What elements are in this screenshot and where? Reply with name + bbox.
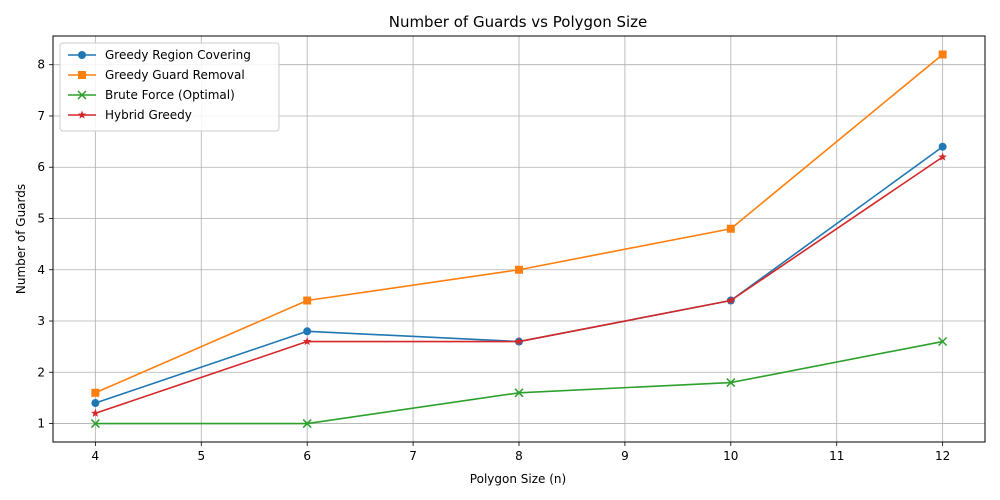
data-point [726,296,736,305]
marker-stroke [514,388,524,398]
y-tick-label: 1 [37,417,45,431]
marker-stroke [90,419,100,429]
legend-item: Greedy Region Covering [68,48,251,62]
data-point [938,336,948,347]
x-tick-label: 11 [829,449,844,463]
x-tick-label: 12 [935,449,950,463]
y-axis-title: Number of Guards [14,184,28,294]
data-point [514,337,524,346]
data-point [91,388,100,397]
data-point [726,378,736,388]
legend-marker [78,51,86,59]
marker-stroke [726,378,736,388]
chart-title: Number of Guards vs Polygon Size [389,13,648,31]
data-point [938,50,947,59]
legend-marker [77,90,87,100]
y-tick-label: 3 [37,314,45,328]
y-tick-label: 5 [37,211,45,225]
y-tick-label: 2 [37,365,45,379]
series-2 [91,50,947,397]
x-tick-label: 4 [92,449,100,463]
data-point [938,152,947,161]
data-point [515,265,523,274]
legend-label: Hybrid Greedy [105,108,192,122]
data-point [726,224,735,233]
data-point [91,399,100,408]
series-layer [90,50,948,429]
data-point [303,327,312,336]
legend-box [59,42,280,132]
data-point [303,296,312,305]
x-tick-label: 7 [409,449,417,463]
x-axis-ticks: 4 5 6 7 8 9 10 11 12 [92,442,950,463]
x-axis-title: Polygon Size (n) [470,472,566,486]
legend-label: Brute Force (Optimal) [105,88,235,102]
series-3 [90,336,948,429]
legend-label: Greedy Region Covering [105,48,251,62]
y-tick-label: 6 [37,160,45,174]
data-point [302,419,312,429]
x-tick-label: 9 [621,449,629,463]
legend-marker [78,71,86,79]
data-point [514,388,524,398]
data-point [90,419,100,429]
legend-marker [77,110,87,119]
x-tick-label: 10 [723,449,738,463]
marker-stroke [938,336,948,347]
y-tick-label: 4 [37,263,45,277]
y-axis-ticks: 1 2 3 4 5 6 7 8 [37,58,53,431]
x-tick-label: 5 [197,449,205,463]
legend: Greedy Region Covering Greedy Guard Remov… [59,42,280,132]
x-tick-label: 8 [515,449,523,463]
y-tick-label: 8 [37,58,45,72]
marker-stroke [302,419,312,429]
marker-stroke [77,90,87,100]
data-point [91,408,100,417]
series-4 [91,152,947,417]
legend-item: Greedy Guard Removal [68,68,245,82]
legend-item: Hybrid Greedy [68,108,192,122]
legend-item: Brute Force (Optimal) [68,88,235,102]
y-tick-label: 7 [37,109,45,123]
legend-label: Greedy Guard Removal [105,68,245,82]
x-tick-label: 6 [303,449,311,463]
data-point [302,337,312,346]
data-point [938,142,947,151]
